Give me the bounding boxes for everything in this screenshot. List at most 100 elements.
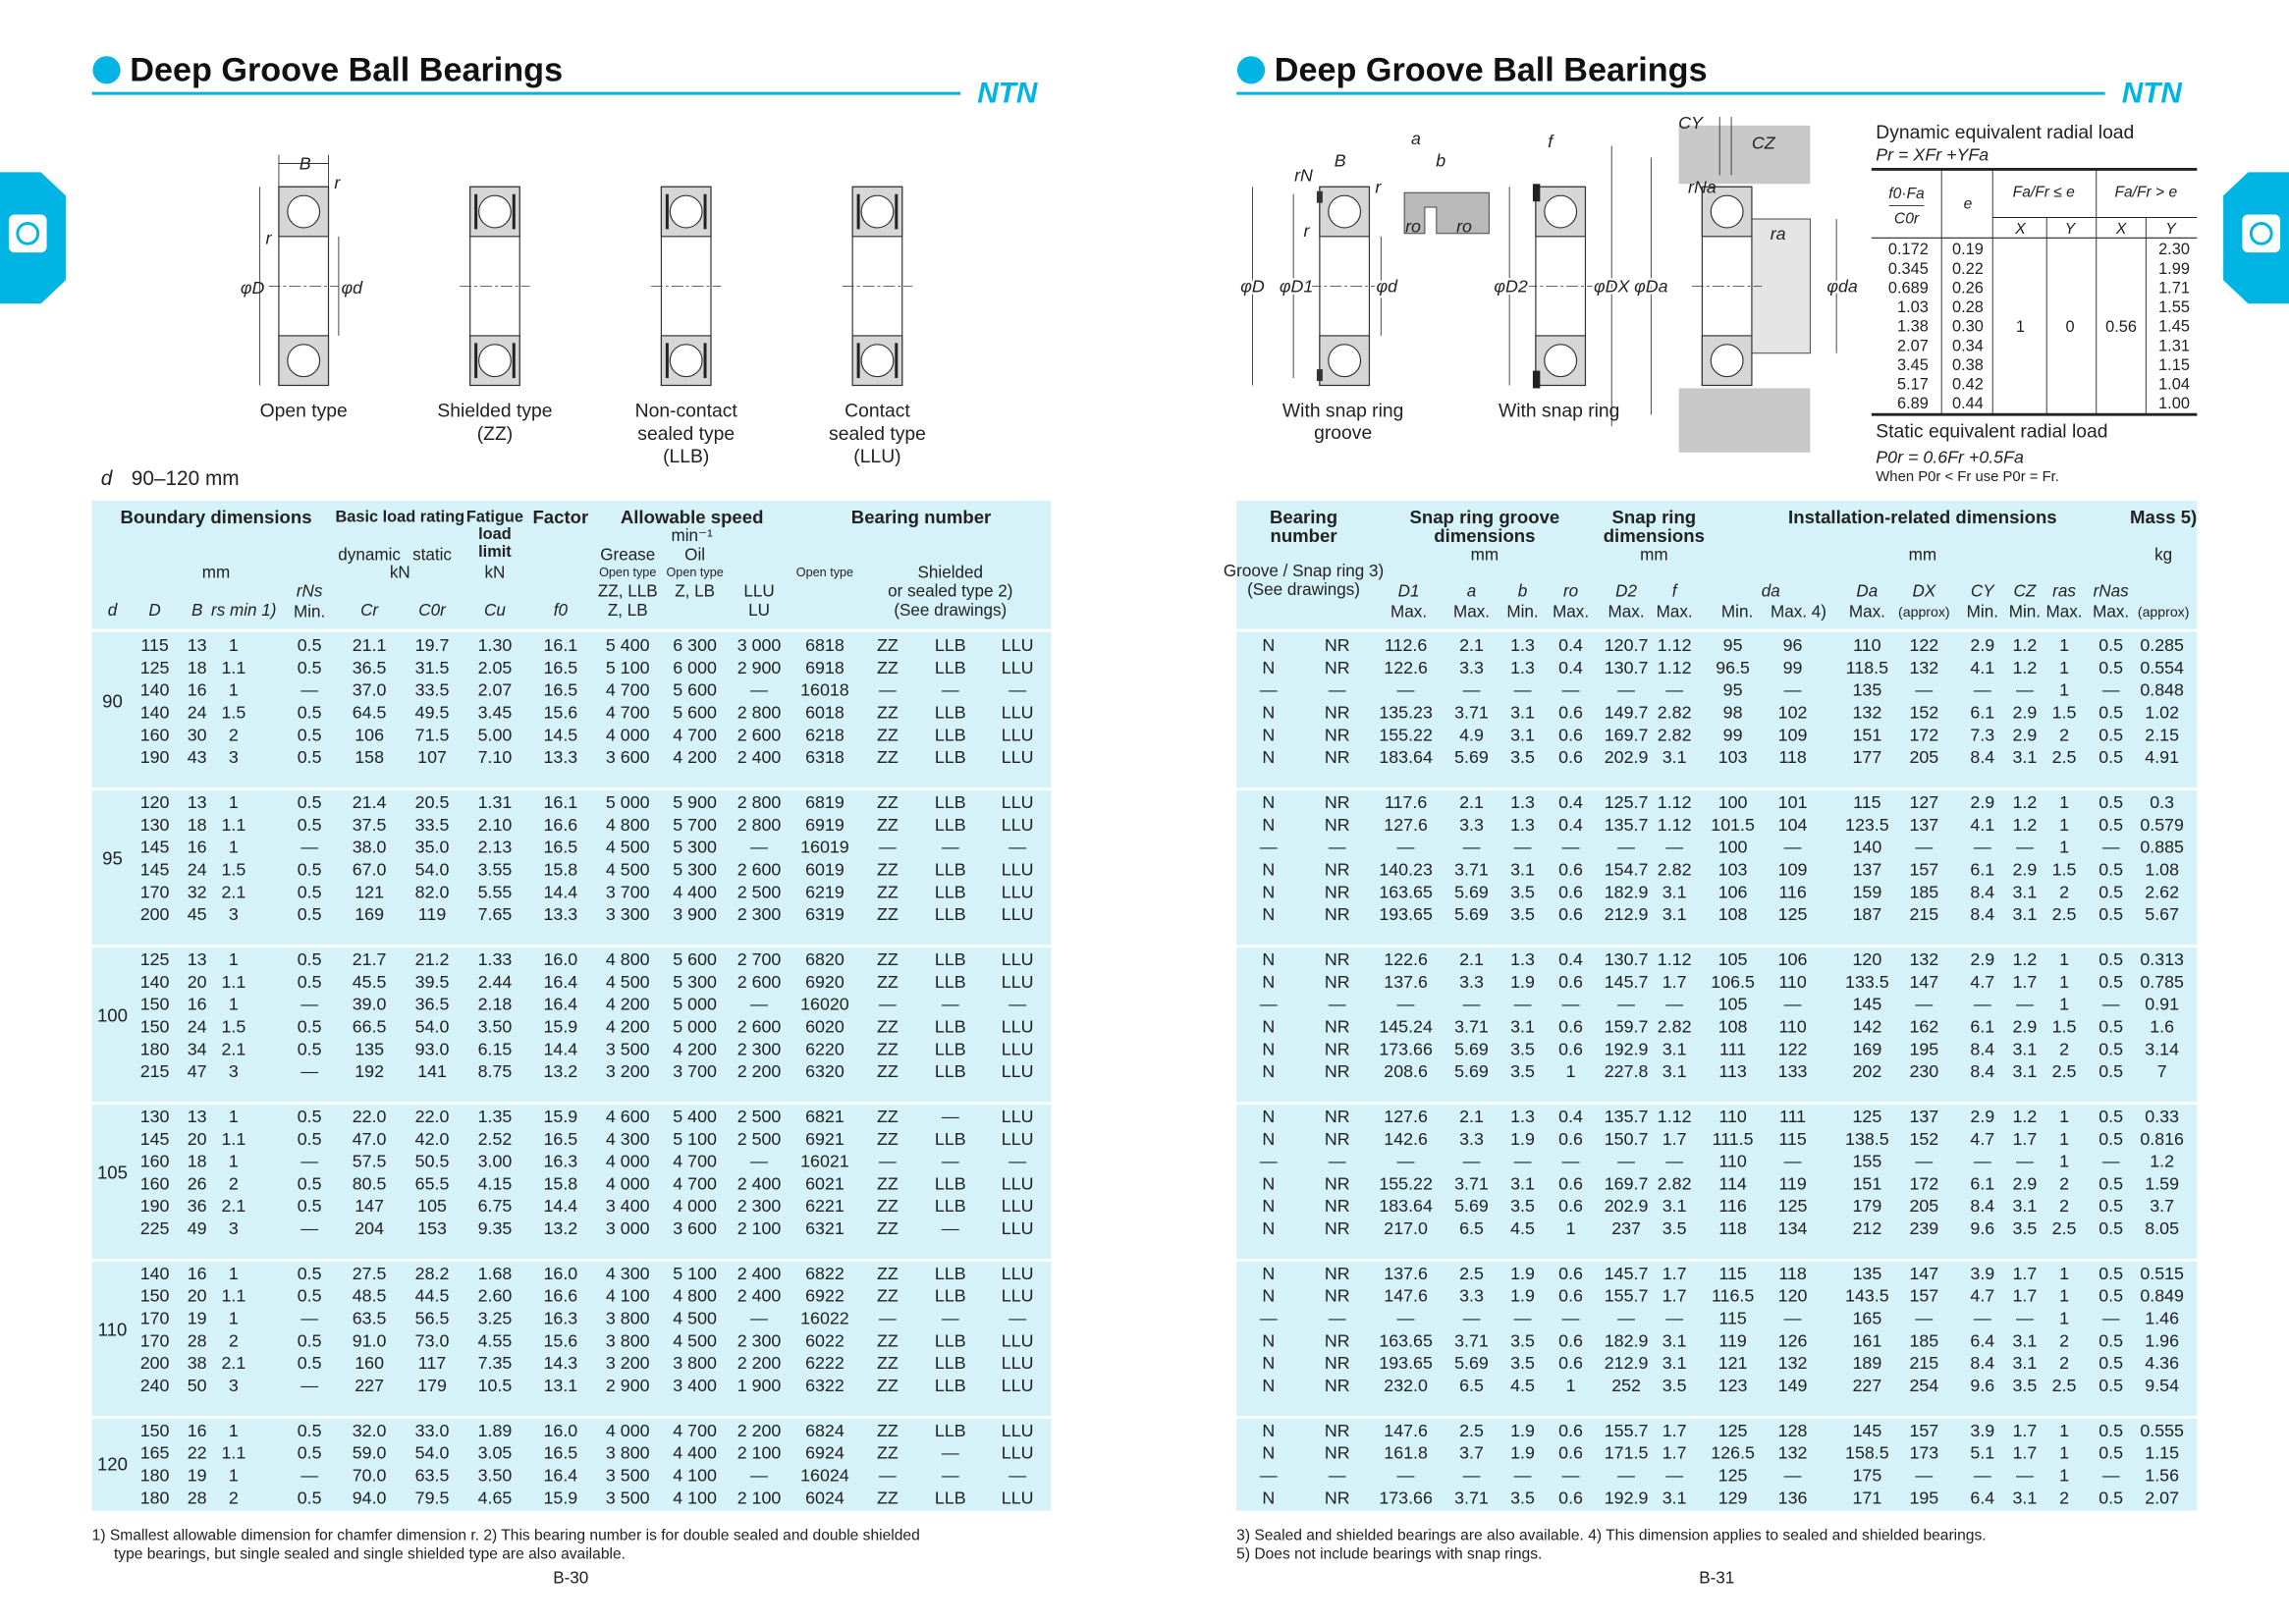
table-cell: LLU: [1002, 1129, 1034, 1149]
table-cell: 2.62: [2145, 882, 2179, 901]
figure-symbol: φDX: [1594, 276, 1631, 296]
table-cell: 0.5: [2098, 1330, 2123, 1350]
table-cell: 2.5: [1459, 1264, 1484, 1283]
factor-cell: 1.15: [2158, 356, 2190, 374]
table-cell: 6821: [805, 1107, 845, 1126]
table-heading: Allowable speed: [621, 507, 764, 527]
table-cell: 96: [1783, 635, 1803, 655]
table-cell: 22: [188, 1443, 207, 1463]
table-cell: 6822: [805, 1264, 845, 1283]
table-cell: 0.5: [298, 747, 322, 767]
table-cell: 4 500: [606, 859, 650, 879]
table-cell: 110: [1778, 1016, 1807, 1036]
table-cell: 6.1: [1970, 703, 1994, 723]
table-cell: 1: [2059, 1129, 2069, 1149]
table-cell: LLU: [1002, 703, 1034, 723]
table-cell: LLB: [935, 725, 966, 744]
table-cell: 2.9: [2013, 703, 2038, 723]
figure-symbol: r: [1375, 177, 1382, 196]
table-cell: 1.33: [478, 949, 513, 969]
table-heading: mm: [202, 563, 230, 581]
table-cell: 108: [1718, 904, 1748, 924]
table-cell: 1.1: [221, 658, 245, 677]
table-cell: —: [750, 1309, 768, 1328]
table-cell: 160: [140, 1152, 170, 1171]
table-cell: 145: [1852, 995, 1881, 1014]
table-cell: 30: [188, 725, 207, 744]
table-cell: 2 400: [737, 1286, 782, 1306]
table-cell: 127.6: [1384, 815, 1428, 835]
table-cell: —: [1397, 995, 1415, 1014]
table-cell: ZZ: [877, 658, 899, 677]
table-cell: 2 800: [737, 815, 782, 835]
table-cell: 13.3: [544, 904, 578, 924]
table-cell: 6219: [805, 882, 845, 901]
table-cell: 0.5: [2098, 1061, 2123, 1081]
side-tab: [0, 172, 2289, 304]
page-title: Deep Groove Ball Bearings: [130, 51, 563, 88]
table-cell: 3.05: [478, 1443, 513, 1463]
table-cell: 134: [1778, 1218, 1808, 1238]
table-cell: 119: [1718, 1330, 1747, 1350]
logo: NTN: [977, 78, 1038, 110]
table-cell: 0.5: [2098, 949, 2123, 969]
table-cell: LLB: [935, 1353, 966, 1373]
table-cell: 215: [140, 1061, 170, 1081]
table-cell: 111.5: [1713, 1129, 1754, 1149]
table-cell: 106: [1718, 882, 1748, 901]
table-cell: 2.5: [2052, 747, 2077, 767]
table-cell: —: [1974, 995, 1991, 1014]
table-cell: 150: [140, 1016, 170, 1036]
table-cell: 5 000: [673, 1016, 717, 1036]
table-cell: 160: [140, 725, 170, 744]
table-cell: LLB: [935, 1488, 966, 1507]
figure-caption: (ZZ): [477, 424, 513, 445]
table-cell: —: [942, 838, 959, 857]
table-cell: ZZ: [877, 792, 899, 812]
table-cell: 16: [188, 1421, 207, 1440]
table-cell: 0.5: [298, 725, 322, 744]
table-cell: 0.5: [298, 1421, 322, 1440]
table-cell: —: [1329, 1309, 1346, 1328]
table-cell: 109: [1778, 725, 1808, 744]
table-cell: ZZ: [877, 1218, 899, 1238]
table-cell: 6321: [805, 1218, 845, 1238]
table-cell: N: [1262, 1061, 1275, 1081]
table-cell: 1.3: [1510, 792, 1535, 812]
table-cell: 3.5: [1510, 882, 1535, 901]
table-cell: —: [1463, 1309, 1481, 1328]
table-cell: ZZ: [877, 1173, 899, 1193]
table-cell: 1.7: [2013, 1129, 2038, 1149]
table-cell: 1.7: [1662, 972, 1687, 992]
table-cell: 3.1: [1510, 859, 1535, 879]
table-heading: Bearing number: [851, 507, 991, 527]
table-cell: 1: [229, 1466, 239, 1486]
table-cell: 4 700: [673, 1173, 717, 1193]
table-cell: 3 700: [673, 1061, 717, 1081]
table-cell: 0.5: [298, 1129, 322, 1149]
table-cell: 119: [1778, 1173, 1807, 1193]
table-cell: 16018: [800, 680, 849, 700]
figure-symbol: ro: [1405, 216, 1421, 236]
table-cell: 5 000: [673, 995, 717, 1014]
table-cell: 0.91: [2145, 995, 2179, 1014]
table-cell: 2: [2059, 1173, 2069, 1193]
table-cell: 1: [229, 1264, 239, 1283]
table-cell: 8.4: [1970, 1196, 1994, 1216]
table-cell: 3 500: [606, 1466, 650, 1486]
table-cell: 16.4: [544, 972, 578, 992]
factor-cell: 0: [2065, 318, 2074, 336]
table-cell: 36.5: [353, 658, 387, 677]
table-heading: D1: [1398, 582, 1420, 601]
table-cell: —: [1008, 680, 1026, 700]
table-cell: 79.5: [415, 1488, 450, 1507]
table-cell: 2: [2059, 1488, 2069, 1507]
table-cell: 1: [2059, 1421, 2069, 1440]
table-cell: 6.5: [1459, 1218, 1484, 1238]
table-cell: 2.18: [478, 995, 513, 1014]
table-cell: 2 400: [737, 747, 782, 767]
table-heading: kN: [390, 563, 410, 581]
table-cell: 3: [229, 1061, 239, 1081]
table-cell: 0.5: [2098, 725, 2123, 744]
table-cell: LLU: [1002, 1330, 1034, 1350]
